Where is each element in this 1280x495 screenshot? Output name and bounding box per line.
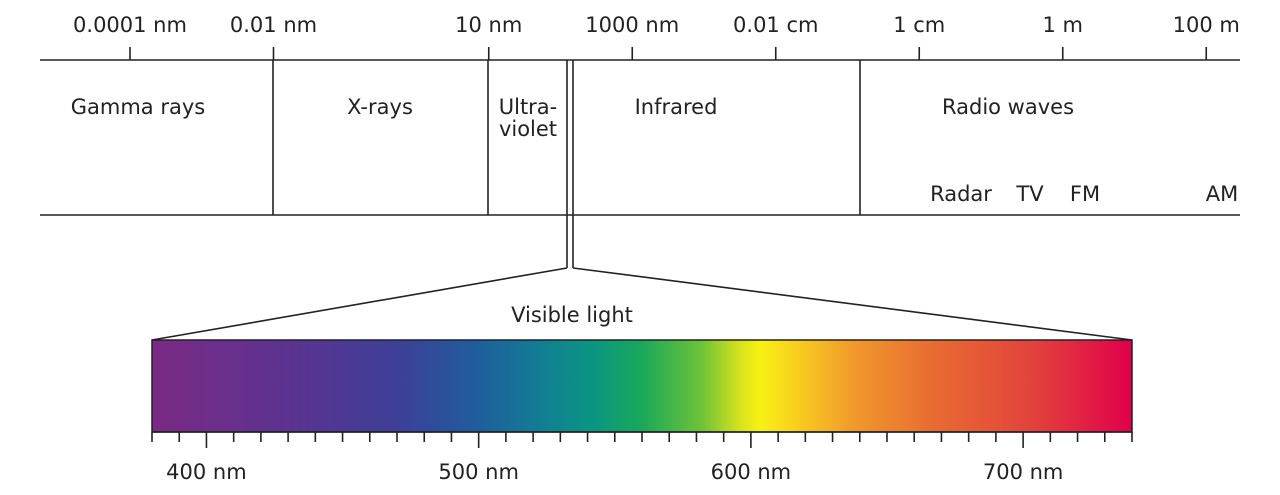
visible-scale-label: 400 nm [166,460,247,484]
region-label: violet [499,117,557,141]
region-label: Gamma rays [71,95,205,119]
region-label: Ultra- [499,95,558,119]
zoom-line [151,267,568,341]
region-label: Infrared [635,95,718,119]
visible-spectrum [151,339,1133,433]
zoom-line [572,267,1133,341]
region-label: Radio waves [942,95,1074,119]
radio-band-label: TV [1015,182,1044,206]
scale-label: 1 cm [893,13,945,37]
scale-label: 0.01 cm [733,13,818,37]
scale-label: 1000 nm [585,13,679,37]
region-label: X-rays [347,95,413,119]
visible-scale-label: 700 nm [983,460,1064,484]
scale-label: 1 m [1043,13,1084,37]
scale-label: 10 nm [455,13,522,37]
visible-light-label: Visible light [511,303,633,327]
radio-band-label: Radar [930,182,992,206]
scale-label: 0.0001 nm [73,13,187,37]
radio-band-label: AM [1206,182,1238,206]
radio-band-label: FM [1070,182,1100,206]
scale-label: 100 m [1173,13,1240,37]
visible-scale-label: 600 nm [711,460,792,484]
visible-scale-label: 500 nm [438,460,519,484]
scale-label: 0.01 nm [230,13,317,37]
